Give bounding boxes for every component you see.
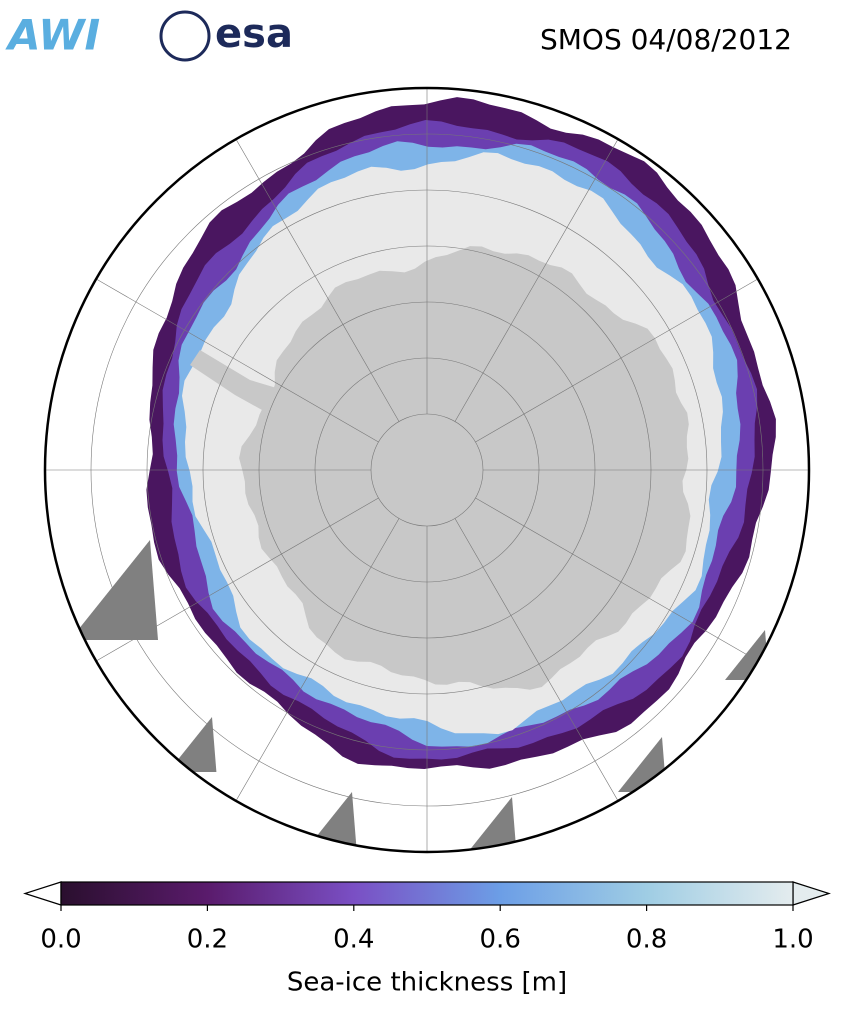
awi-logo: AWI xyxy=(5,11,100,60)
land xyxy=(70,540,158,640)
graticule-meridian xyxy=(475,497,758,662)
graticule-meridian xyxy=(96,278,379,443)
map xyxy=(45,88,809,852)
colorbar-tick-label: 1.0 xyxy=(772,925,813,955)
esa-logo-mark xyxy=(159,10,211,62)
map-border xyxy=(43,86,811,854)
colorbar-tick-label: 0.0 xyxy=(40,925,81,955)
continent xyxy=(239,246,691,690)
graticule-meridian xyxy=(235,139,400,422)
colorbar-tick-label: 0.6 xyxy=(480,925,521,955)
graticule-meridian xyxy=(235,518,400,801)
esa-logo: esa xyxy=(215,11,293,57)
graticule-meridian xyxy=(454,518,619,801)
colorbar-tick-label: 0.2 xyxy=(187,925,228,955)
colorbar-tick-label: 0.4 xyxy=(333,925,374,955)
graticule-meridian xyxy=(454,139,619,422)
colorbar-tick-label: 0.8 xyxy=(626,925,667,955)
colorbar-label: Sea-ice thickness [m] xyxy=(287,968,567,998)
colorbar: 0.0 0.2 0.4 0.6 0.8 1.0 Sea-ice thickness [m] xyxy=(23,881,831,998)
graticule-meridian xyxy=(475,278,758,443)
colorbar-extend-low xyxy=(23,881,62,906)
colorbar-ramp xyxy=(60,881,794,906)
peninsula xyxy=(190,350,300,420)
land xyxy=(168,717,217,772)
colorbar-extend-high xyxy=(792,881,831,906)
land xyxy=(468,797,517,852)
title: SMOS 04/08/2012 xyxy=(540,23,792,56)
land xyxy=(308,792,357,847)
